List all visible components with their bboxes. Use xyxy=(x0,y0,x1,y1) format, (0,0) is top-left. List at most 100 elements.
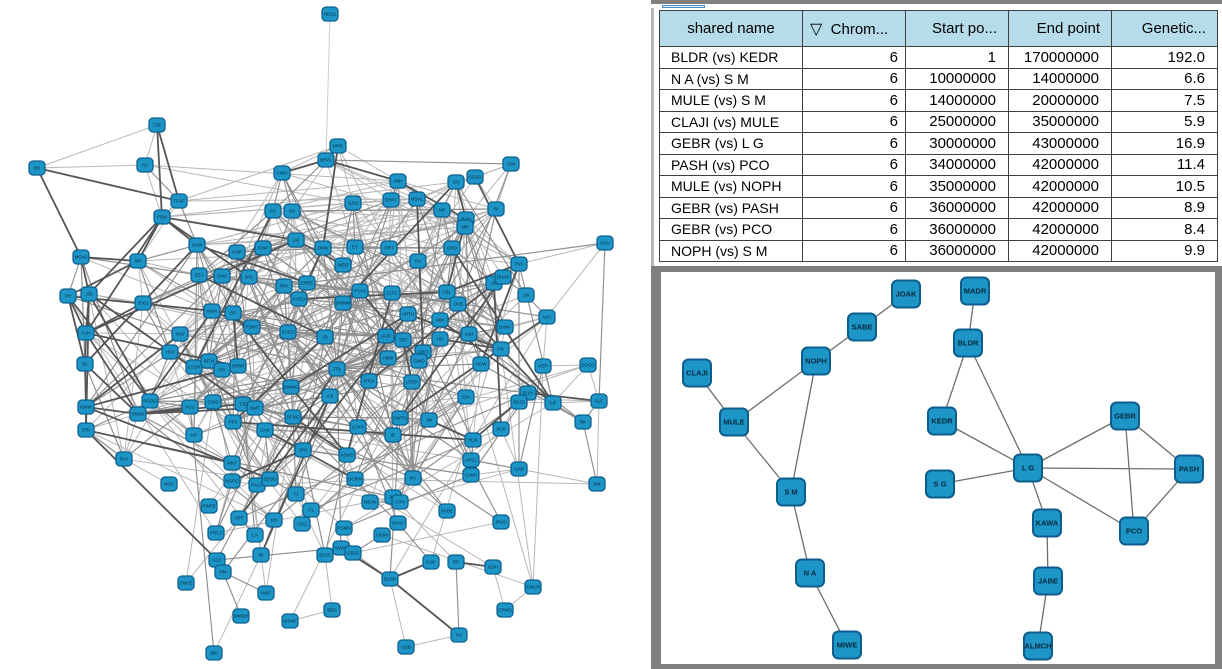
svg-text:MSNL: MSNL xyxy=(411,197,424,202)
svg-text:MIJA: MIJA xyxy=(207,309,217,314)
svg-text:KFBE: KFBE xyxy=(441,509,453,514)
svg-text:SLF: SLF xyxy=(595,399,604,404)
svg-text:FPI: FPI xyxy=(218,368,225,373)
svg-text:BBG: BBG xyxy=(327,608,337,613)
svg-text:GDSD: GDSD xyxy=(468,175,482,180)
svg-text:KEDR: KEDR xyxy=(931,417,953,426)
svg-text:CTH: CTH xyxy=(395,500,404,505)
svg-text:OIUM: OIUM xyxy=(376,533,388,538)
svg-text:RP: RP xyxy=(453,560,459,565)
svg-text:KEP: KEP xyxy=(538,364,547,369)
svg-text:FK: FK xyxy=(498,347,504,352)
svg-text:NHJ: NHJ xyxy=(176,332,185,337)
svg-text:URO: URO xyxy=(418,350,428,355)
svg-text:CDG: CDG xyxy=(297,522,307,527)
svg-text:BI: BI xyxy=(259,553,263,558)
svg-text:BDJG: BDJG xyxy=(513,400,526,405)
svg-text:PGOD: PGOD xyxy=(143,399,157,404)
svg-text:TFGF: TFGF xyxy=(173,199,185,204)
svg-text:RTOI: RTOI xyxy=(364,379,375,384)
svg-text:SCJC: SCJC xyxy=(319,553,332,558)
svg-text:DWWG: DWWG xyxy=(283,385,299,390)
svg-text:KP: KP xyxy=(191,433,197,438)
svg-text:CGKI: CGKI xyxy=(207,400,218,405)
svg-text:RRT: RRT xyxy=(384,246,393,251)
svg-text:ASWD: ASWD xyxy=(340,453,354,458)
svg-text:IANF: IANF xyxy=(261,591,272,596)
svg-text:SNOK: SNOK xyxy=(132,412,145,417)
svg-text:DL: DL xyxy=(82,362,88,367)
svg-text:NOPH: NOPH xyxy=(805,357,827,366)
svg-text:BAH: BAH xyxy=(461,217,470,222)
svg-text:GSD: GSD xyxy=(348,201,359,206)
svg-text:OCRW: OCRW xyxy=(348,477,363,482)
svg-text:LMJ: LMJ xyxy=(465,332,474,337)
svg-text:ORD: ORD xyxy=(447,246,458,251)
svg-text:PTAG: PTAG xyxy=(354,289,366,294)
svg-text:RPA: RPA xyxy=(280,284,289,289)
svg-text:EEJ: EEJ xyxy=(195,273,203,278)
svg-text:SCK: SCK xyxy=(496,427,505,432)
svg-text:MR: MR xyxy=(462,225,470,230)
svg-text:BN: BN xyxy=(34,166,40,171)
svg-text:WSNF: WSNF xyxy=(283,619,296,624)
svg-text:MN: MN xyxy=(135,259,142,264)
svg-text:SOGO: SOGO xyxy=(581,363,595,368)
svg-text:CIF: CIF xyxy=(549,401,557,406)
svg-text:DFNG: DFNG xyxy=(287,415,300,420)
svg-text:OFB: OFB xyxy=(453,302,462,307)
svg-text:CPWC: CPWC xyxy=(498,608,512,613)
svg-text:JPG: JPG xyxy=(299,448,308,453)
svg-text:JD: JD xyxy=(322,335,328,340)
svg-text:NJC: NJC xyxy=(543,315,552,320)
svg-text:CWO: CWO xyxy=(277,171,288,176)
svg-text:PLK: PLK xyxy=(120,457,129,462)
svg-text:ALMCH: ALMCH xyxy=(1024,642,1051,651)
svg-text:SDOD: SDOD xyxy=(263,477,277,482)
svg-text:ET: ET xyxy=(352,245,358,250)
svg-text:EWUR: EWUR xyxy=(526,585,540,590)
svg-text:BLDR: BLDR xyxy=(958,339,979,348)
svg-text:DRPT: DRPT xyxy=(385,198,398,203)
svg-text:PCO: PCO xyxy=(1126,527,1142,536)
svg-text:BK: BK xyxy=(580,420,586,425)
svg-text:GU: GU xyxy=(453,180,460,185)
svg-text:BRPL: BRPL xyxy=(320,158,332,163)
svg-text:JBU: JBU xyxy=(210,651,219,656)
svg-text:AE: AE xyxy=(491,281,497,286)
svg-text:L G: L G xyxy=(1022,464,1035,473)
svg-text:PALG: PALG xyxy=(251,483,263,488)
svg-text:JMF: JMF xyxy=(593,482,602,487)
svg-text:NMT: NMT xyxy=(250,406,260,411)
svg-text:PWPE: PWPE xyxy=(202,504,215,509)
svg-text:APT: APT xyxy=(235,516,244,521)
svg-text:LLWH: LLWH xyxy=(465,473,477,478)
svg-text:CMC: CMC xyxy=(217,274,228,279)
svg-text:MW: MW xyxy=(436,318,445,323)
svg-text:GWTO: GWTO xyxy=(393,416,407,421)
svg-text:ERI: ERI xyxy=(82,428,90,433)
svg-text:NDCL: NDCL xyxy=(324,12,337,17)
svg-text:HAAC: HAAC xyxy=(392,521,405,526)
svg-text:WMDH: WMDH xyxy=(234,614,249,619)
svg-text:SOW: SOW xyxy=(192,243,204,248)
svg-text:MULE: MULE xyxy=(723,418,744,427)
svg-text:OJIF: OJIF xyxy=(426,560,436,565)
svg-text:CLAJI: CLAJI xyxy=(686,369,708,378)
svg-text:PFS: PFS xyxy=(229,420,238,425)
svg-text:JOAK: JOAK xyxy=(896,290,917,299)
svg-text:FSWT: FSWT xyxy=(246,325,259,330)
svg-text:JCOJ: JCOJ xyxy=(137,301,148,306)
svg-text:LCKO: LCKO xyxy=(352,425,365,430)
svg-text:PH: PH xyxy=(65,294,71,299)
svg-text:MGHJ: MGHJ xyxy=(75,255,88,260)
svg-text:TWWO: TWWO xyxy=(334,546,349,551)
svg-text:HOI: HOI xyxy=(166,350,174,355)
svg-text:TNS: TNS xyxy=(515,262,524,267)
svg-text:PDM: PDM xyxy=(157,215,167,220)
svg-text:EAEG: EAEG xyxy=(282,330,295,335)
svg-text:N A: N A xyxy=(804,569,817,578)
svg-text:CJH: CJH xyxy=(82,331,91,336)
svg-text:IBTN: IBTN xyxy=(204,359,214,364)
svg-text:MKF: MKF xyxy=(227,461,237,466)
